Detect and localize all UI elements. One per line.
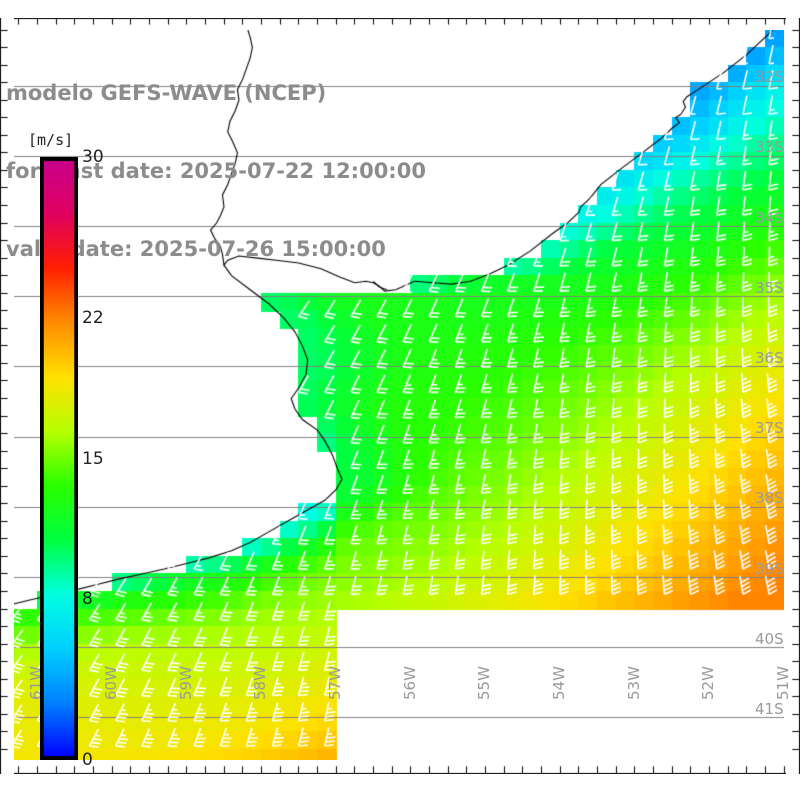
lon-label-54W: 54W bbox=[550, 666, 569, 700]
lat-label-37S: 37S bbox=[755, 419, 784, 438]
colorbar bbox=[40, 157, 78, 760]
lon-label-55W: 55W bbox=[475, 666, 494, 700]
lon-label-59W: 59W bbox=[176, 666, 195, 700]
colorbar-tick-8: 8 bbox=[82, 589, 93, 610]
colorbar-tick-22: 22 bbox=[82, 307, 104, 328]
lat-label-39S: 39S bbox=[755, 559, 784, 578]
lat-label-36S: 36S bbox=[755, 348, 784, 367]
top-axis-ruler bbox=[0, 18, 800, 30]
lat-label-35S: 35S bbox=[755, 278, 784, 297]
lat-label-38S: 38S bbox=[755, 489, 784, 508]
lon-label-60W: 60W bbox=[102, 666, 121, 700]
lon-label-53W: 53W bbox=[624, 666, 643, 700]
lon-label-56W: 56W bbox=[400, 666, 419, 700]
colorbar-tick-0: 0 bbox=[82, 750, 93, 770]
colorbar-unit-label: [m/s] bbox=[28, 131, 74, 149]
lat-label-40S: 40S bbox=[755, 629, 784, 648]
lon-label-51W: 51W bbox=[774, 666, 793, 700]
lon-label-52W: 52W bbox=[699, 666, 718, 700]
lat-label-41S: 41S bbox=[755, 699, 784, 718]
lat-label-33S: 33S bbox=[755, 138, 784, 157]
lon-label-57W: 57W bbox=[326, 666, 345, 700]
right-axis-ruler bbox=[786, 18, 800, 774]
lon-label-58W: 58W bbox=[251, 666, 270, 700]
lat-label-32S: 32S bbox=[755, 68, 784, 87]
colorbar-tick-30: 30 bbox=[82, 147, 104, 167]
left-axis-ruler bbox=[0, 18, 14, 774]
map-plot-area[interactable] bbox=[0, 30, 784, 760]
wind-barbs bbox=[0, 30, 784, 760]
lat-label-34S: 34S bbox=[755, 208, 784, 227]
colorbar-tick-15: 15 bbox=[82, 448, 104, 469]
bottom-axis-ruler bbox=[0, 760, 800, 774]
